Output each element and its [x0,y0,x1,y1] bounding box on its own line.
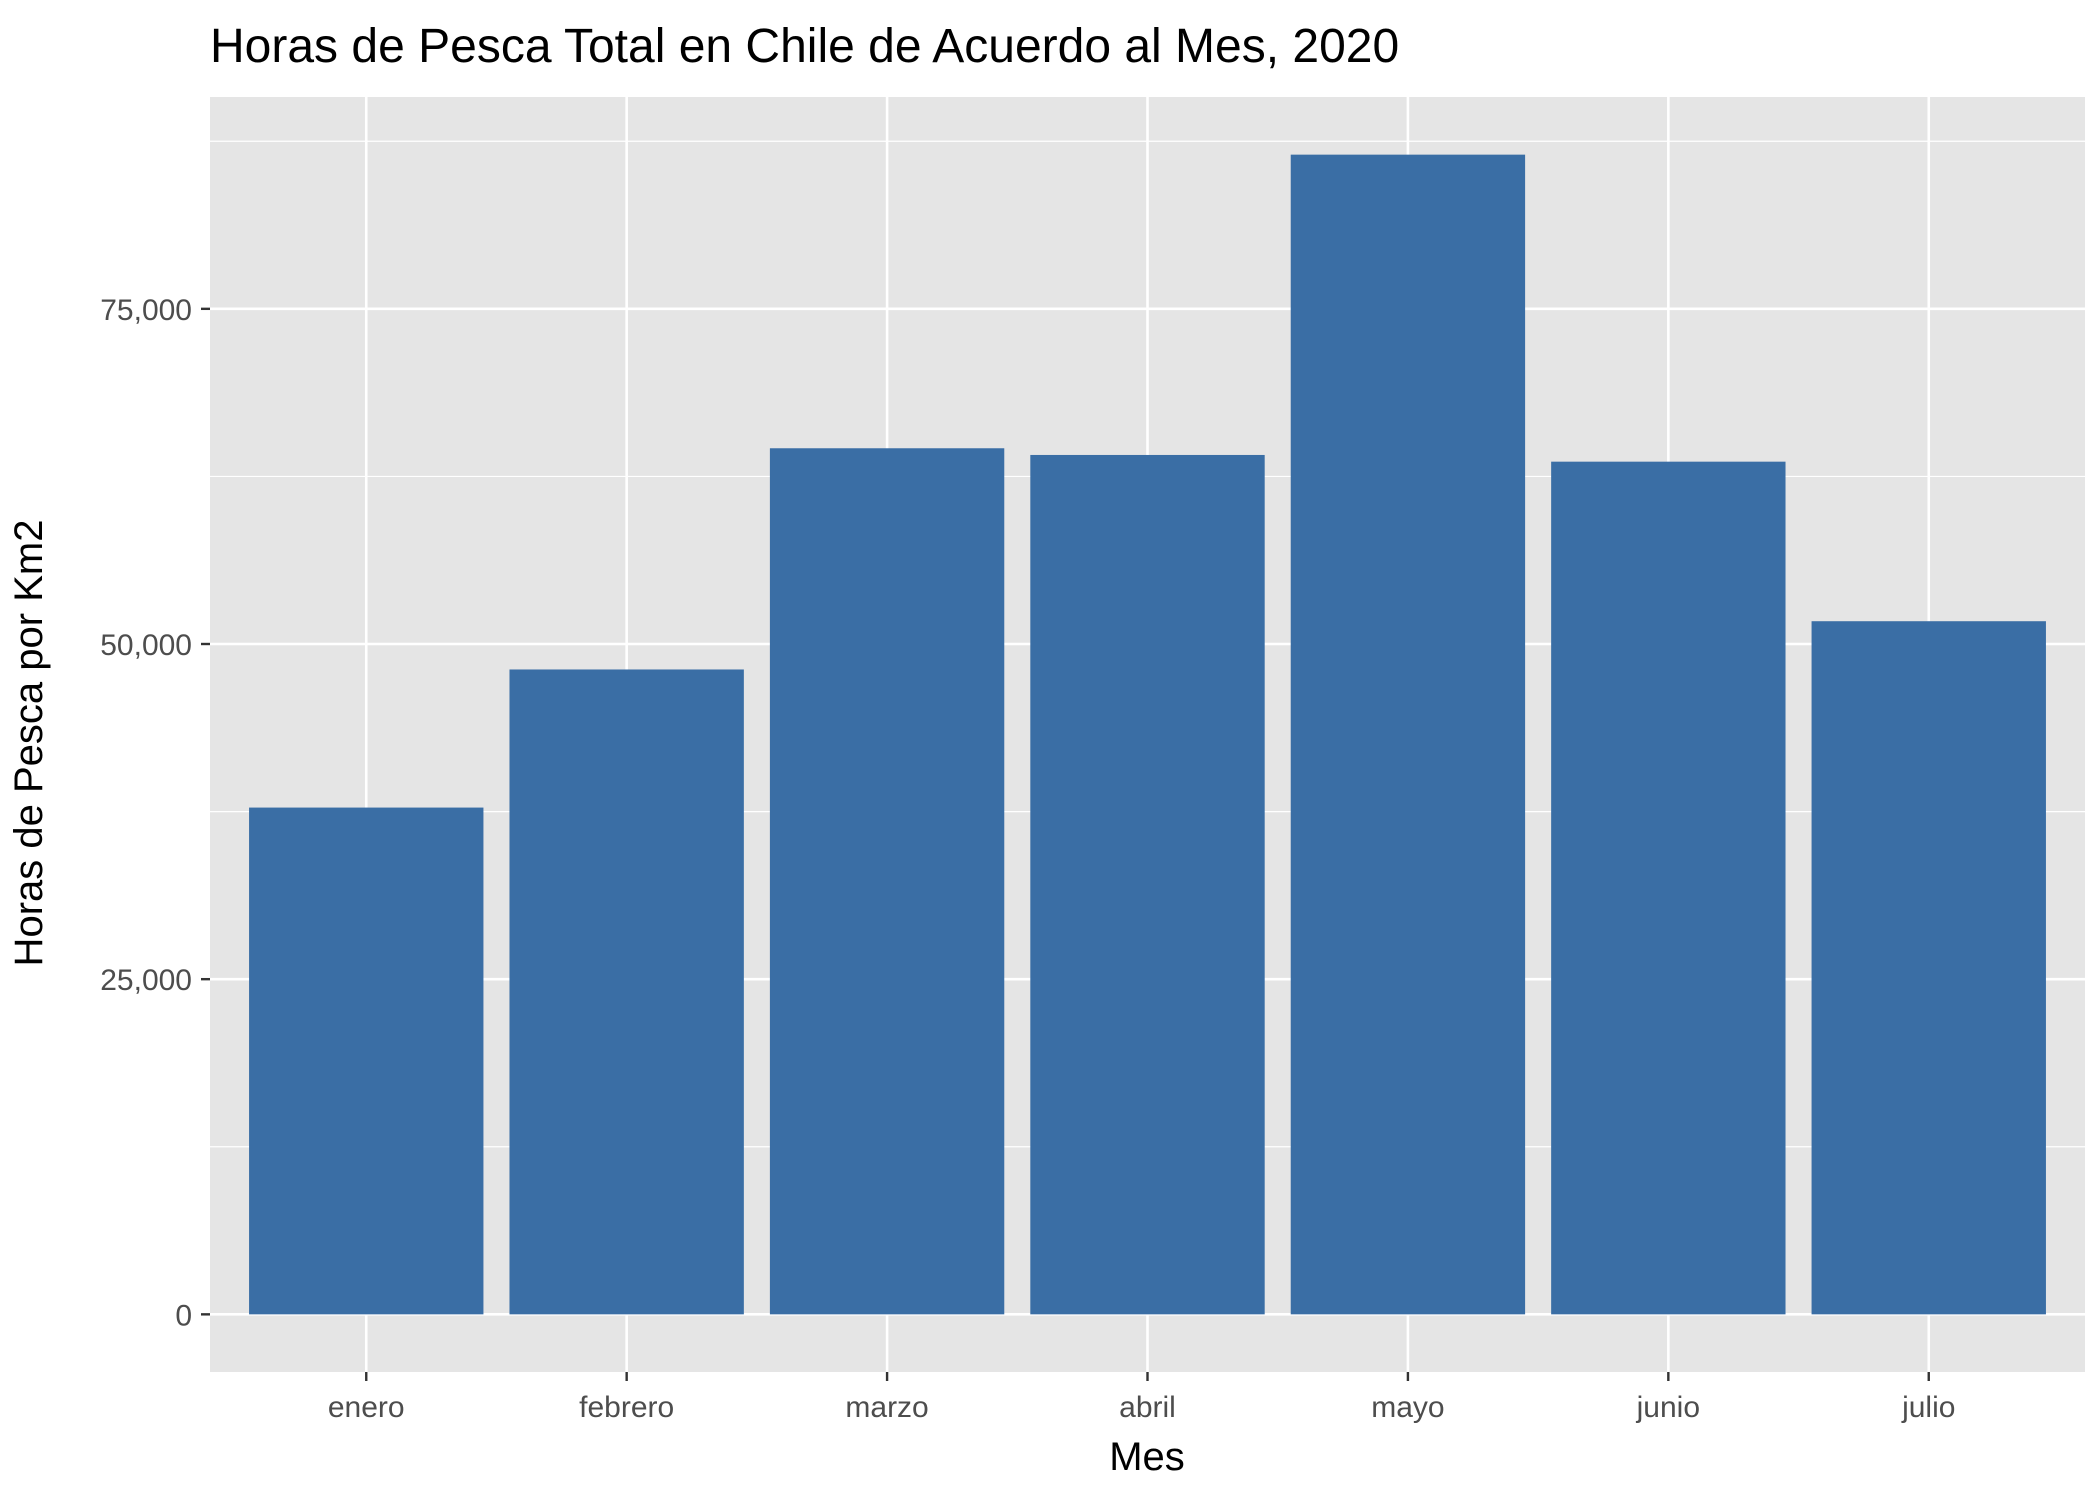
y-tick-label: 0 [175,1299,192,1332]
x-tick-label: febrero [579,1391,674,1424]
bar-junio [1551,461,1786,1315]
bar-marzo [769,448,1005,1315]
bars [249,154,2046,1315]
y-tick-label: 25,000 [100,964,192,997]
bar-febrero [509,669,744,1315]
x-tick-label: junio [1636,1391,1700,1424]
bar-julio [1811,621,2046,1315]
x-tick-label: enero [328,1391,405,1424]
x-tick-label: abril [1119,1391,1176,1424]
x-tick-label: marzo [845,1391,928,1424]
bar-abril [1030,454,1265,1315]
x-tick-labels: enero febrero marzo abril mayo junio julio [328,1391,1956,1424]
y-axis-title: Horas de Pesca por Km2 [7,520,51,967]
bar-enero [249,807,484,1315]
axis-ticks [201,307,1930,1381]
x-tick-label: julio [1901,1391,1955,1424]
x-axis-title: Mes [1109,1435,1185,1479]
x-tick-label: mayo [1371,1391,1444,1424]
y-tick-labels: 0 25,000 50,000 75,000 [100,294,192,1333]
chart-title: Horas de Pesca Total en Chile de Acuerdo… [210,20,1399,73]
bar-mayo [1290,154,1526,1315]
y-tick-label: 50,000 [100,629,192,662]
y-tick-label: 75,000 [100,294,192,327]
